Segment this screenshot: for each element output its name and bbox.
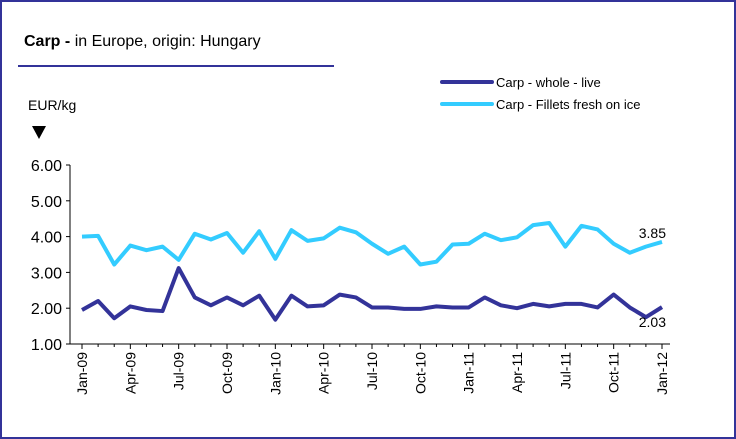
legend-label: Carp - whole - live (496, 75, 601, 90)
x-tick-label: Apr-11 (509, 352, 525, 393)
series-line (81, 266, 664, 322)
end-value-label: 3.85 (639, 225, 666, 241)
y-axis-label: EUR/kg (28, 97, 76, 113)
x-tick-label: Oct-10 (412, 352, 428, 394)
x-tick-label: Jul-09 (171, 352, 187, 390)
x-tick-label: Jul-11 (557, 352, 573, 389)
title-rest: in Europe, origin: Hungary (75, 33, 261, 50)
y-tick-label: 1.00 (31, 337, 62, 354)
x-tick-label: Jan-12 (654, 352, 670, 395)
y-tick-label: 6.00 (31, 158, 62, 175)
x-tick-label: Oct-09 (219, 352, 235, 394)
title-prefix: Carp - (24, 33, 70, 50)
x-tick-label: Jan-09 (74, 352, 90, 395)
x-tick-label: Jan-10 (267, 352, 283, 395)
x-tick-label: Oct-11 (606, 352, 622, 393)
x-tick-label: Apr-09 (122, 352, 138, 394)
chart-title: Carp - in Europe, origin: Hungary (24, 33, 261, 50)
end-value-label: 2.03 (639, 314, 666, 330)
y-tick-label: 5.00 (31, 194, 62, 211)
x-tick-label: Jan-11 (461, 352, 477, 394)
x-tick-label: Apr-10 (316, 352, 332, 394)
x-tick-label: Jul-10 (364, 352, 380, 390)
legend-label: Carp - Fillets fresh on ice (496, 97, 641, 112)
series-line (81, 220, 663, 267)
y-tick-label: 3.00 (31, 265, 62, 282)
unit-arrow (32, 126, 46, 139)
y-tick-label: 4.00 (31, 230, 62, 247)
y-tick-label: 2.00 (31, 301, 62, 318)
